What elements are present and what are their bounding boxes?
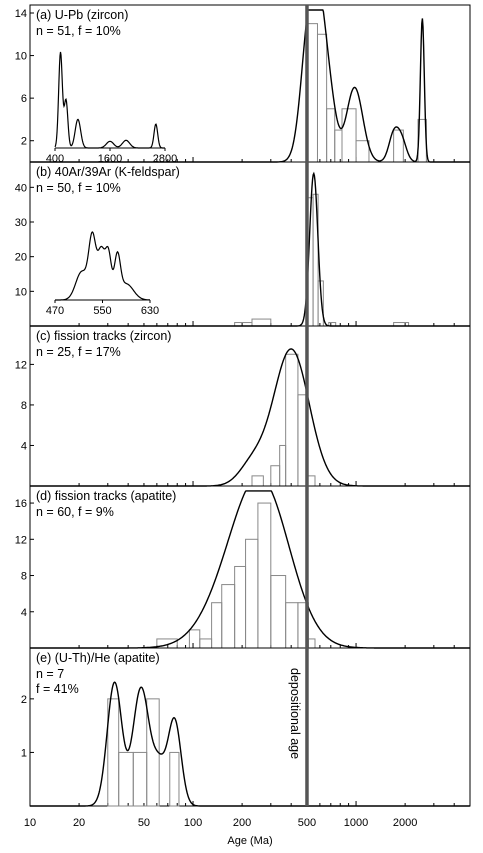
x-axis-label: Age (Ma): [227, 835, 272, 847]
depositional-age-label: depositional age: [288, 668, 302, 759]
histogram-bar: [188, 629, 201, 649]
histogram-bar: [341, 108, 357, 163]
histogram-bar: [334, 129, 343, 163]
histogram-bar: [279, 444, 287, 487]
panel-title: (a) U-Pb (zircon): [36, 8, 128, 22]
panel-3: 4 8 12 16 (d) fission tracks (apatite) n = 60…: [15, 485, 471, 649]
x-tick-label: 200: [233, 817, 251, 829]
x-tick-label: 100: [184, 817, 202, 829]
histogram-bar: [285, 602, 299, 649]
y-tick-label: 12: [15, 534, 27, 546]
histogram-bar: [326, 108, 336, 163]
inset-tick-label: 630: [141, 305, 159, 317]
histogram-bar: [257, 502, 272, 649]
y-tick-label: 20: [15, 252, 27, 264]
histogram-bar: [316, 33, 328, 163]
histogram-bar: [132, 751, 148, 807]
panel-frame: [29, 647, 471, 807]
y-tick-label: 16: [15, 498, 27, 510]
histogram-bar: [234, 565, 247, 649]
x-tick-label: 20: [73, 817, 85, 829]
x-tick-label: 500: [298, 817, 316, 829]
panel-stats: n = 50, f = 10%: [36, 181, 121, 195]
y-tick-label: 10: [15, 286, 27, 298]
y-tick-label: 12: [15, 359, 27, 371]
inset-tick-label: 2800: [153, 153, 177, 165]
x-axis: 10 20 50 100 200 500 1000 2000: [24, 817, 417, 829]
histogram-bar: [169, 751, 180, 807]
panel-title: (d) fission tracks (apatite): [36, 489, 176, 503]
x-tick-label: 2000: [393, 817, 417, 829]
y-tick-label: 4: [21, 607, 27, 619]
y-tick-label: 2: [21, 694, 27, 706]
panel-0: 2 6 10 14 (a) U-Pb (zircon) n = 51, f = 10% 40…: [15, 4, 471, 165]
histogram-bar: [245, 538, 259, 649]
histogram-bar: [221, 584, 236, 649]
x-tick-label: 1000: [344, 817, 368, 829]
y-tick-label: 6: [21, 93, 27, 105]
histogram-bar: [285, 353, 299, 487]
y-tick-label: 30: [15, 217, 27, 229]
panel-stats: n = 60, f = 9%: [36, 505, 114, 519]
inset-tick-label: 470: [46, 305, 64, 317]
kde-curve: [30, 348, 470, 487]
histogram-bar: [199, 638, 213, 649]
inset-curve: [54, 51, 165, 149]
inset-curve: [55, 231, 150, 301]
histogram-bar: [211, 602, 223, 649]
y-tick-label: 10: [15, 51, 27, 63]
histogram-bar: [251, 318, 272, 327]
kde-curve: [30, 681, 470, 807]
inset-tick-label: 550: [93, 305, 111, 317]
y-tick-label: 14: [15, 8, 27, 20]
panel-title: (b) 40Ar/39Ar (K-feldspar): [36, 165, 180, 179]
y-tick-label: 8: [21, 571, 27, 583]
histogram-bar: [251, 475, 264, 487]
x-tick-label: 10: [24, 817, 36, 829]
y-tick-label: 1: [21, 747, 27, 759]
y-tick-label: 4: [21, 440, 27, 452]
panel-stats: n = 51, f = 10%: [36, 24, 121, 38]
inset-tick-label: 400: [46, 153, 64, 165]
inset: 400 1600 2800: [46, 51, 177, 165]
histogram-bar: [307, 638, 316, 649]
panel-stats-line: f = 41%: [36, 682, 79, 696]
panel-4: 1 2 (e) (U-Th)/He (apatite) n = 7f = 41%: [21, 647, 471, 807]
histogram-bar: [118, 751, 134, 807]
histogram-bar: [270, 575, 287, 649]
panel-stats: n = 25, f = 17%: [36, 345, 121, 359]
histogram-bar: [270, 465, 281, 487]
y-tick-label: 40: [15, 182, 27, 194]
panel-title: (e) (U-Th)/He (apatite): [36, 651, 160, 665]
panel-2: 4 8 12 (c) fission tracks (zircon) n = 25, f…: [15, 325, 471, 487]
inset: 470 550 630: [46, 231, 159, 317]
x-tick-label: 50: [138, 817, 150, 829]
y-tick-label: 8: [21, 400, 27, 412]
kde-curve: [30, 171, 470, 327]
panel-1: 10 20 30 40 (b) 40Ar/39Ar (K-feldspar) n = 50…: [15, 161, 471, 327]
histogram-bar: [355, 140, 370, 163]
inset-tick-label: 1600: [98, 153, 122, 165]
y-tick-label: 2: [21, 136, 27, 148]
panel-title: (c) fission tracks (zircon): [36, 329, 171, 343]
panel-stats-line: n = 7: [36, 667, 64, 681]
